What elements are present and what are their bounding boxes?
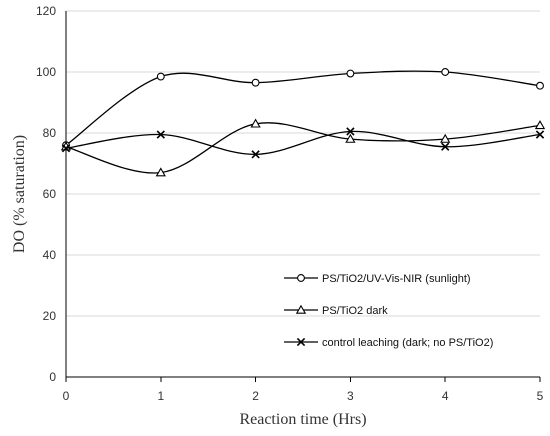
series-1-line	[65, 70, 541, 146]
gridlines	[66, 10, 540, 317]
series-3-point-stroke	[156, 130, 165, 139]
series-3-point-stroke	[441, 142, 450, 151]
series-3-point-stroke	[61, 144, 71, 153]
legend: PS/TiO2/UV-Vis-NIR (sunlight) PS/TiO2 dar…	[284, 273, 493, 349]
x-axis-title: Reaction time (Hrs)	[239, 411, 366, 428]
series-3-point-stroke	[346, 127, 355, 136]
series-3-point	[61, 144, 71, 153]
series-2-point	[250, 118, 261, 128]
series-2-point	[440, 133, 451, 143]
x-tick-label: 1	[157, 389, 164, 403]
series-1-point	[536, 81, 544, 90]
series-3-point	[535, 130, 545, 139]
legend-entry: PS/TiO2 dark	[284, 304, 388, 317]
axes: 0 20 40 60 80 100 120 0 1 2 3 4 5	[36, 4, 544, 403]
x-tick-label: 4	[442, 389, 449, 403]
series-2-point	[534, 120, 546, 130]
series-3-point	[346, 127, 355, 136]
legend-label: PS/TiO2/UV-Vis-NIR (sunlight)	[322, 273, 471, 285]
x-tick-label: 0	[63, 389, 70, 403]
series-3-point	[156, 130, 165, 139]
x-tick-label: 3	[347, 389, 354, 403]
series-3	[61, 127, 545, 159]
series-2-point	[345, 133, 356, 143]
series-1-point	[251, 78, 260, 87]
legend-label: PS/TiO2 dark	[322, 305, 388, 317]
legend-swatch-marker	[296, 337, 306, 347]
series-2-line	[65, 122, 541, 174]
x-tick-label: 2	[252, 389, 259, 403]
series-3-point	[251, 150, 260, 159]
series-plot-area	[60, 68, 546, 177]
series-3-line	[65, 130, 541, 156]
series-3-point	[441, 142, 450, 151]
legend-swatch-marker	[295, 304, 307, 314]
y-tick-label: 20	[43, 309, 57, 323]
series-3-point-stroke	[251, 150, 260, 159]
y-tick-label: 40	[43, 248, 57, 262]
y-tick-label: 120	[36, 4, 56, 18]
series-2	[60, 118, 546, 177]
series-2-point	[155, 167, 166, 177]
y-axis-title: DO (% saturation)	[11, 135, 28, 253]
series-1-point	[441, 68, 450, 76]
legend-entry: control leaching (dark; no PS/TiO2)	[284, 337, 493, 349]
legend-swatch-marker	[297, 274, 305, 282]
series-1-point	[346, 69, 355, 78]
legend-label: control leaching (dark; no PS/TiO2)	[322, 337, 493, 349]
x-tick-label: 5	[537, 389, 544, 403]
series-1-point	[156, 72, 165, 81]
y-tick-label: 0	[49, 370, 56, 384]
legend-entry: PS/TiO2/UV-Vis-NIR (sunlight)	[284, 273, 471, 285]
series-3-point-stroke	[535, 130, 545, 139]
legend-swatch-marker-stroke	[296, 337, 306, 347]
y-tick-label: 100	[36, 65, 56, 79]
y-tick-label: 60	[43, 187, 57, 201]
y-tick-label: 80	[43, 126, 57, 140]
